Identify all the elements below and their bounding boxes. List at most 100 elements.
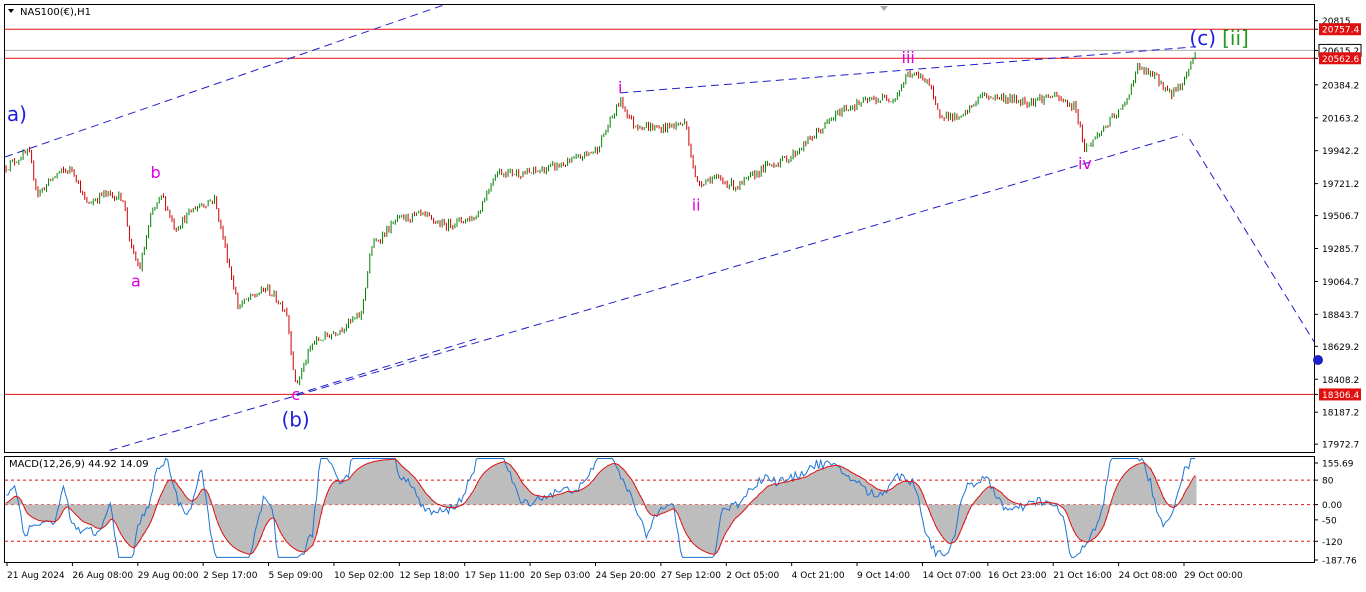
macd-histogram-bar bbox=[983, 490, 985, 504]
macd-histogram-bar bbox=[45, 505, 47, 521]
time-tick-label: 29 Oct 00:00 bbox=[1184, 571, 1243, 581]
macd-histogram-bar bbox=[550, 496, 552, 504]
macd-histogram-bar bbox=[801, 478, 803, 505]
macd-histogram-bar bbox=[622, 469, 624, 505]
macd-histogram-bar bbox=[356, 470, 358, 505]
macd-histogram-bar bbox=[896, 484, 898, 504]
price-tick-label: 20163.2 bbox=[1322, 114, 1359, 124]
macd-histogram-bar bbox=[820, 469, 822, 505]
macd-histogram-bar bbox=[141, 505, 143, 537]
macd-histogram-bar bbox=[354, 472, 356, 505]
macd-histogram-bar bbox=[384, 460, 386, 505]
macd-histogram-bar bbox=[894, 486, 896, 505]
wave-label: a bbox=[131, 272, 141, 291]
macd-histogram-bar bbox=[694, 505, 696, 546]
macd-histogram-bar bbox=[77, 505, 79, 517]
macd-histogram-bar bbox=[486, 470, 488, 504]
macd-tick-label: 80 bbox=[1322, 477, 1334, 487]
macd-histogram-bar bbox=[382, 460, 384, 504]
macd-histogram-bar bbox=[1128, 469, 1130, 504]
macd-histogram-bar bbox=[862, 479, 864, 505]
macd-histogram-bar bbox=[1192, 479, 1194, 505]
macd-histogram-bar bbox=[1126, 471, 1128, 504]
chart-title: NAS100(€),H1 bbox=[20, 7, 91, 18]
wave-label: c bbox=[291, 385, 300, 404]
macd-histogram-bar bbox=[1190, 482, 1192, 505]
macd-tick-label: -187.76 bbox=[1322, 557, 1357, 567]
macd-histogram-bar bbox=[1092, 505, 1094, 539]
price-tick-label: 18843.7 bbox=[1322, 311, 1359, 321]
macd-histogram-bar bbox=[939, 505, 941, 533]
macd-histogram-bar bbox=[237, 505, 239, 550]
macd-histogram-bar bbox=[579, 490, 581, 505]
macd-histogram-bar bbox=[949, 505, 951, 544]
macd-histogram-bar bbox=[837, 466, 839, 505]
macd-histogram-bar bbox=[1147, 467, 1149, 505]
macd-histogram-bar bbox=[1188, 486, 1190, 504]
macd-histogram-bar bbox=[375, 461, 377, 504]
macd-histogram-bar bbox=[539, 496, 541, 505]
price-tick-label: 19506.7 bbox=[1322, 212, 1359, 222]
macd-histogram-bar bbox=[511, 467, 513, 504]
time-tick-label: 21 Aug 2024 bbox=[7, 571, 65, 581]
macd-histogram-bar bbox=[88, 505, 90, 524]
macd-histogram-bar bbox=[33, 505, 35, 518]
macd-histogram-bar bbox=[860, 478, 862, 505]
macd-histogram-bar bbox=[169, 480, 171, 505]
macd-histogram-bar bbox=[696, 505, 698, 548]
macd-histogram-bar bbox=[798, 479, 800, 505]
macd-histogram-bar bbox=[128, 505, 130, 546]
macd-histogram-bar bbox=[981, 492, 983, 504]
macd-histogram-bar bbox=[856, 475, 858, 504]
macd-histogram-bar bbox=[779, 483, 781, 504]
price-tag-label: 18306.4 bbox=[1322, 391, 1359, 401]
macd-histogram-bar bbox=[143, 505, 145, 534]
macd-histogram-bar bbox=[124, 505, 126, 541]
macd-histogram-bar bbox=[877, 489, 879, 504]
macd-histogram-bar bbox=[392, 459, 394, 504]
macd-histogram-bar bbox=[711, 505, 713, 555]
macd-histogram-bar bbox=[335, 481, 337, 504]
macd-histogram-bar bbox=[1073, 505, 1075, 531]
macd-histogram-bar bbox=[409, 473, 411, 504]
macd-histogram-bar bbox=[330, 485, 332, 505]
macd-histogram-bar bbox=[575, 491, 577, 504]
macd-histogram-bar bbox=[603, 469, 605, 505]
macd-histogram-bar bbox=[762, 491, 764, 505]
macd-histogram-bar bbox=[792, 481, 794, 505]
macd-histogram-bar bbox=[411, 475, 413, 504]
macd-histogram-bar bbox=[937, 505, 939, 530]
macd-histogram-bar bbox=[990, 487, 992, 505]
macd-histogram-bar bbox=[1122, 476, 1124, 504]
wave-label: [ii] bbox=[1222, 26, 1249, 50]
macd-histogram-bar bbox=[360, 467, 362, 505]
macd-histogram-bar bbox=[275, 505, 277, 523]
macd-histogram-bar bbox=[1141, 463, 1143, 505]
macd-histogram-bar bbox=[709, 505, 711, 554]
price-scale-handle-icon[interactable] bbox=[1313, 355, 1323, 365]
macd-histogram-bar bbox=[303, 505, 305, 552]
macd-histogram-bar bbox=[309, 505, 311, 548]
macd-histogram-bar bbox=[794, 479, 796, 504]
macd-histogram-bar bbox=[698, 505, 700, 549]
macd-histogram-bar bbox=[835, 465, 837, 504]
macd-histogram-bar bbox=[609, 465, 611, 505]
macd-histogram-bar bbox=[807, 476, 809, 505]
macd-histogram-bar bbox=[654, 505, 656, 516]
macd-histogram-bar bbox=[165, 485, 167, 504]
macd-histogram-bar bbox=[903, 481, 905, 504]
macd-histogram-bar bbox=[358, 468, 360, 504]
time-tick-label: 10 Sep 02:00 bbox=[334, 571, 394, 581]
macd-histogram-bar bbox=[1081, 505, 1083, 541]
macd-histogram-bar bbox=[890, 489, 892, 504]
macd-histogram-bar bbox=[82, 505, 84, 522]
macd-histogram-bar bbox=[558, 494, 560, 504]
macd-histogram-bar bbox=[239, 505, 241, 551]
macd-histogram-bar bbox=[362, 465, 364, 504]
macd-histogram-bar bbox=[1117, 483, 1119, 504]
macd-histogram-bar bbox=[530, 493, 532, 504]
price-tick-label: 20384.2 bbox=[1322, 81, 1359, 91]
macd-histogram-bar bbox=[781, 482, 783, 504]
